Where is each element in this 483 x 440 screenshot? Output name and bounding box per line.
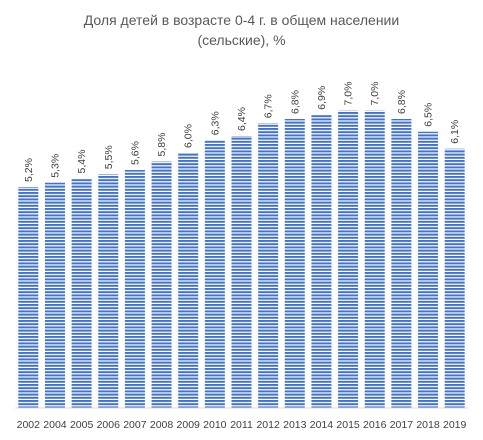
data-label-2002: 5,2% bbox=[23, 158, 35, 182]
bar-2006 bbox=[98, 174, 119, 408]
x-tick-label-2015: 2015 bbox=[336, 419, 360, 431]
data-labels-group: 5,2% 5,3% 5,4% 5,5% 5,6% 5,8% 6,0% 6,3% 6,4% 6,7%… bbox=[23, 82, 461, 182]
data-label-2005: 5,4% bbox=[76, 150, 88, 174]
data-label-2013: 6,8% bbox=[289, 90, 301, 114]
bar-2011 bbox=[231, 136, 252, 408]
data-label-2012: 6,7% bbox=[263, 94, 275, 118]
x-tick-label-2014: 2014 bbox=[310, 419, 334, 431]
x-tick-label-2017: 2017 bbox=[390, 419, 414, 431]
bar-2017 bbox=[391, 119, 412, 408]
bar-2018 bbox=[418, 131, 439, 408]
x-tick-label-2016: 2016 bbox=[363, 419, 387, 431]
x-tick-label-2012: 2012 bbox=[256, 419, 280, 431]
data-label-2015: 7,0% bbox=[343, 82, 355, 106]
bar-2004 bbox=[44, 182, 65, 408]
data-label-2019: 6,1% bbox=[449, 120, 461, 144]
data-label-2017: 6,8% bbox=[396, 90, 408, 114]
data-label-2004: 5,3% bbox=[49, 154, 61, 178]
data-label-2016: 7,0% bbox=[369, 82, 381, 106]
x-tick-label-2005: 2005 bbox=[70, 419, 94, 431]
bar-2013 bbox=[284, 119, 305, 408]
bars-group bbox=[18, 110, 465, 408]
bar-2016 bbox=[364, 110, 385, 408]
bar-2014 bbox=[311, 114, 332, 408]
x-tick-label-2013: 2013 bbox=[283, 419, 307, 431]
x-tick-label-2010: 2010 bbox=[203, 419, 227, 431]
chart-title-line-2: (сельские), % bbox=[197, 32, 285, 48]
bar-2005 bbox=[71, 178, 92, 408]
bar-2009 bbox=[178, 153, 199, 408]
data-label-2014: 6,9% bbox=[316, 86, 328, 110]
data-label-2006: 5,5% bbox=[103, 145, 115, 169]
bar-2015 bbox=[338, 110, 359, 408]
bar-2008 bbox=[151, 161, 172, 408]
bar-2019 bbox=[444, 148, 465, 408]
bar-2002 bbox=[18, 187, 39, 408]
x-tick-label-2011: 2011 bbox=[230, 419, 253, 431]
x-tick-label-2007: 2007 bbox=[123, 419, 147, 431]
bar-2010 bbox=[204, 140, 225, 408]
x-tick-label-2006: 2006 bbox=[97, 419, 121, 431]
x-tick-label-2009: 2009 bbox=[177, 419, 201, 431]
data-label-2007: 5,6% bbox=[129, 141, 141, 165]
x-tick-label-2004: 2004 bbox=[43, 419, 67, 431]
x-tick-labels-group: 2002 2004 2005 2006 2007 2008 2009 2010 2011 2012… bbox=[17, 419, 467, 431]
bar-2012 bbox=[258, 123, 279, 408]
chart-title-line-1: Доля детей в возрасте 0-4 г. в общем нас… bbox=[84, 12, 399, 28]
data-label-2008: 5,8% bbox=[156, 133, 168, 157]
x-tick-label-2008: 2008 bbox=[150, 419, 174, 431]
x-tick-label-2018: 2018 bbox=[416, 419, 440, 431]
x-tick-label-2002: 2002 bbox=[17, 419, 41, 431]
data-label-2018: 6,5% bbox=[423, 103, 435, 127]
data-label-2011: 6,4% bbox=[236, 107, 248, 131]
data-label-2010: 6,3% bbox=[209, 111, 221, 135]
data-label-2009: 6,0% bbox=[183, 124, 195, 148]
x-tick-label-2019: 2019 bbox=[443, 419, 467, 431]
bar-2007 bbox=[124, 170, 145, 408]
